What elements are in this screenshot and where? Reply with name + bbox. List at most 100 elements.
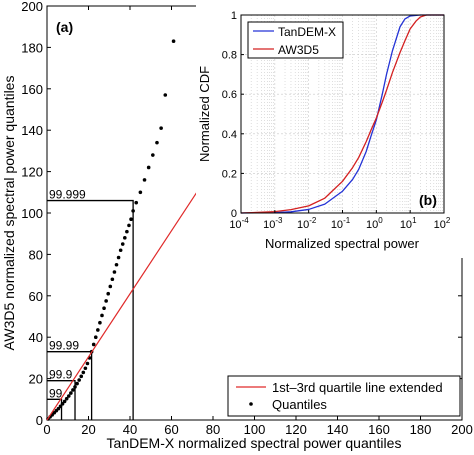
panel-a-x-tick-label: 0 [43,422,50,437]
panel-a-quantile-point [114,262,119,267]
panel-a-x-axis-label: TanDEM-X normalized spectral power quant… [107,435,402,451]
panel-a-percentile-guide [47,380,76,420]
panel-a-y-tick-label: 180 [21,40,43,55]
panel-a-quantile-point [123,236,127,240]
panel-a-x-tick-label: 100 [244,422,266,437]
panel-a-quantile-point [138,190,143,195]
panel-b-legend: TanDEM-X AW3D5 [247,21,344,59]
panel-b-x-tick-label: 10-4 [229,216,249,231]
panel-a-y-tick-label: 60 [29,289,43,304]
panel-a-quantile-point [71,388,75,392]
panel-a-x-tick-label: 180 [410,422,432,437]
panel-a-quantile-point [62,399,67,404]
panel-a-quantile-point [125,229,129,234]
panel-a-quantile-point [56,406,61,411]
panel-a-label: (a) [56,19,73,35]
panel-a-x-tick-label: 40 [123,422,137,437]
panel-a-quantile-point [163,93,168,97]
panel-a-y-tick-label: 120 [21,165,43,180]
panel-a-y-axis-label: AW3D5 normalized spectral power quantile… [1,76,17,351]
panel-a-quantile-point [91,342,96,347]
legend-label-tandem-x: TanDEM-X [278,25,336,39]
panel-b-y-tick-label: 0.2 [222,168,237,180]
panel-a-quantile-point [108,284,113,289]
panel-b-y-tick-label: 0.8 [222,50,237,62]
panel-a-quantile-point [102,306,106,311]
panel-b-x-tick-label: 10-2 [297,216,317,231]
legend-label-quantiles: Quantiles [272,397,327,412]
panel-a-x-tick-label: 80 [206,422,220,437]
panel-a-quantile-point [134,200,139,205]
panel-a-y-tick-label: 40 [29,330,43,345]
panel-a-quantile-point [100,313,104,318]
panel-a-x-tick-label: 200 [451,422,473,437]
panel-b-x-axis-label: Normalized spectral power [265,236,420,251]
panel-b-x-tick-label: 100 [366,216,383,231]
panel-a-quantile-point [155,140,159,145]
panel-b-y-tick-label: 1 [231,10,237,22]
panel-a-y-tick-label: 100 [21,206,43,221]
panel-a-quantile-point [106,291,111,296]
panel-a-quantile-point [98,320,102,325]
panel-a-quantile-point [64,396,69,401]
panel-a-quantile-point [131,209,135,213]
panel-a-y-tick-label: 0 [36,413,43,428]
panel-a-quantile-point [66,394,71,398]
panel-a-quantile-point [120,242,125,246]
panel-a-quantile-point [73,385,77,389]
panel-b-x-tick-label: 10-3 [263,216,283,231]
panel-a-series [46,39,201,421]
panel-a-ticks: 0 20 40 60 80 100 120 140 160 180 200 0 20 40 60 80 100 1… [21,0,473,437]
panel-a-quantile-point [96,328,100,332]
panel-a-quantile-point [79,374,84,379]
panel-a-quantile-point [116,255,121,260]
panel-a-quantile-point [93,335,98,340]
panel-a-percentile-label: 99.999 [49,188,86,202]
panel-a-quantile-point [127,223,131,228]
panel-b-y-tick-label: 0.4 [222,129,237,141]
legend-label-quartile-line: 1st–3rd quartile line extended [272,380,443,395]
panel-a-percentile-label: 99.9 [49,368,73,382]
panel-a-quantile-point [75,381,79,386]
panel-b-cdf-inset: 10-4 10-3 10-2 10-1 100 101 10200.20.40.60.81 … [196,2,474,258]
panel-a-x-tick-label: 20 [81,422,95,437]
panel-a-quantile-point [112,270,117,274]
panel-a-quantile-point [83,366,88,371]
panel-b-cdf-curve [240,14,444,214]
panel-a-quantile-point [104,299,108,303]
panel-b-x-tick-label: 10-1 [331,216,351,231]
panel-a-quartile-line [46,187,201,421]
panel-a-x-tick-label: 60 [164,422,178,437]
panel-a-y-tick-label: 140 [21,123,43,138]
panel-a-percentile-label: 99.99 [49,339,79,353]
panel-a-y-tick-label: 160 [21,82,43,97]
panel-a-quantile-point [142,178,147,182]
panel-a-quantile-point [146,165,151,170]
panel-a-quantile-point [85,361,90,366]
panel-b-label: (b) [419,192,437,208]
panel-a-quantile-point [118,248,123,253]
panel-b-cdf-curve [240,14,444,214]
panel-a-percentile-guide [47,199,134,420]
panel-a-percentile-label: 99 [49,386,63,400]
panel-b-y-tick-label: 0 [231,208,237,220]
panel-a-quantile-point [81,370,86,375]
legend-label-aw3d5: AW3D5 [278,43,319,57]
panel-b-y-tick-label: 0.6 [222,89,237,101]
panel-b-series [240,14,444,214]
panel-a-quantile-point [69,391,73,395]
panel-a-x-tick-label: 120 [285,422,307,437]
panel-a-quantile-point [77,378,81,382]
panel-a-quantile-point [151,153,155,157]
panel-b-ticks: 10-4 10-3 10-2 10-1 100 101 102 0 0.2 0.4 0.6 0.8 1 [222,10,451,231]
panel-a-quantile-point [129,217,133,222]
panel-a-quantile-point [60,402,65,406]
panel-a-y-tick-label: 20 [29,372,43,387]
panel-a-y-tick-label: 80 [29,247,43,262]
panel-a-legend-box [227,375,461,417]
panel-a-y-tick-label: 200 [21,0,43,14]
panel-a-quantile-point [110,277,115,282]
panel-a-x-tick-label: 140 [327,422,349,437]
panel-a-quantile-point [58,404,63,409]
